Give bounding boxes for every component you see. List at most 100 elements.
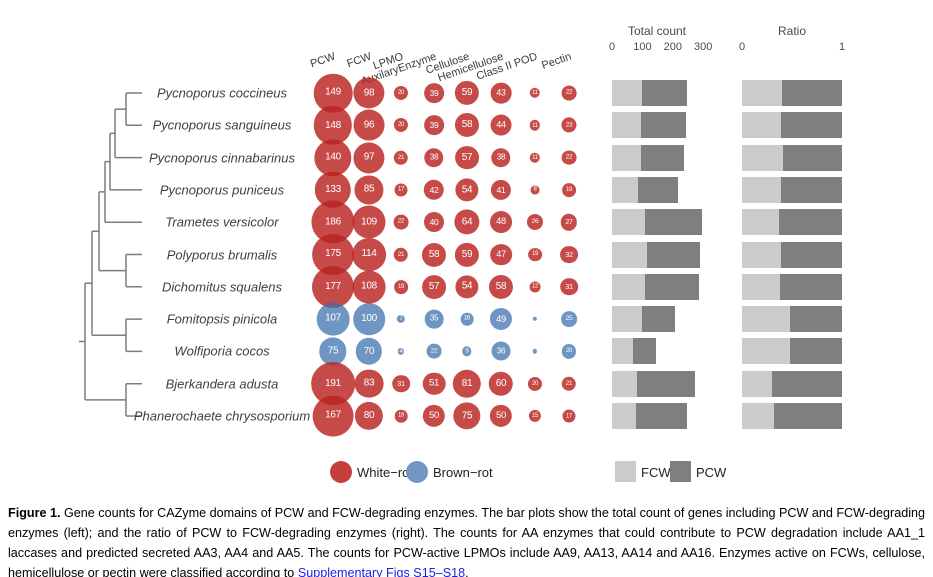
bubble-brown-rot: 75: [319, 337, 347, 366]
fcw-bar-segment: [612, 306, 643, 333]
species-label: Pycnoporus sanguineus: [152, 117, 292, 133]
bubble-white-rot: 40: [424, 212, 444, 233]
bubble-white-rot: 31: [560, 278, 578, 296]
pcw-bar-segment: [645, 209, 702, 236]
bubble-white-rot: 17: [562, 409, 576, 423]
fcw-bar-segment: [612, 273, 645, 300]
bubble-brown-rot: 4: [397, 348, 405, 355]
fcw-bar-segment: [612, 403, 637, 429]
bubble-white-rot: 20: [393, 118, 409, 133]
fcw-ratio-segment: [742, 338, 791, 365]
bubble-white-rot: 41: [490, 179, 512, 200]
ratio-bar: [742, 112, 842, 139]
bubble-brown-rot: 36: [491, 341, 511, 361]
total-count-bar: [612, 241, 700, 268]
pcw-bar-segment: [641, 112, 687, 139]
pcw-ratio-segment: [778, 209, 842, 236]
pcw-ratio-segment: [772, 370, 842, 397]
bubble-white-rot: 26: [526, 214, 544, 231]
fcw-ratio-segment: [742, 273, 780, 300]
white-rot-legend-label: White−rot: [357, 465, 413, 480]
bubble-white-rot: 20: [527, 376, 543, 391]
bubble-brown-rot: 16: [460, 312, 474, 326]
species-label: Pycnoporus coccineus: [156, 85, 288, 101]
bubble-brown-rot: 20: [561, 344, 577, 359]
species-label: Dichomitus squalens: [162, 279, 282, 295]
bubble-white-rot: 148: [313, 106, 353, 145]
pcw-legend-label: PCW: [696, 465, 727, 480]
caption-label: Figure 1.: [8, 506, 61, 520]
bubble-white-rot: 23: [561, 117, 577, 133]
fcw-bar-segment: [612, 176, 638, 203]
fcw-bar-segment: [612, 209, 646, 236]
bubble-white-rot: 58: [454, 113, 480, 138]
bubble-white-rot: 38: [491, 147, 511, 168]
pcw-bar-segment: [644, 273, 699, 300]
bubble-white-rot: 15: [528, 409, 542, 423]
pcw-ratio-segment: [790, 306, 842, 333]
axis-tick: 0: [738, 41, 746, 53]
bubble-white-rot: 43: [490, 82, 512, 104]
ratio-bar: [742, 403, 842, 429]
species-label: Fomitopsis pinicola: [166, 311, 278, 327]
caption-body: Gene counts for CAZyme domains of PCW an…: [8, 506, 926, 577]
ratio-bar: [742, 209, 842, 236]
pcw-ratio-segment: [774, 403, 842, 429]
bubble-brown-rot: 49: [489, 308, 513, 331]
ratio-bar: [742, 176, 842, 203]
total-count-title: Total count: [627, 24, 687, 38]
bubble-white-rot: 42: [423, 179, 445, 201]
caption-link[interactable]: Supplementary Figs S15–S18: [297, 566, 466, 577]
ratio-bar: [742, 273, 842, 300]
bubble-white-rot: 48: [490, 211, 512, 234]
ratio-bar: [742, 144, 842, 171]
axis-tick: 200: [663, 41, 682, 53]
bubble-white-rot: 97: [353, 142, 385, 174]
axis-tick: 100: [633, 41, 652, 53]
bubble-white-rot: 19: [562, 183, 576, 197]
total-count-bar: [612, 338, 657, 365]
fcw-bar-segment: [612, 80, 642, 106]
bubble-white-rot: 20: [393, 85, 409, 101]
bubble-white-rot: 149: [313, 73, 353, 113]
pcw-ratio-segment: [781, 241, 842, 268]
pcw-bar-segment: [646, 241, 700, 268]
bubble-white-rot: 38: [424, 147, 444, 168]
bubble-white-rot: 58: [488, 274, 514, 299]
bubble-brown-rot: [532, 316, 538, 322]
total-count-bar: [612, 403, 688, 429]
species-label: Bjerkandera adusta: [165, 376, 279, 392]
ratio-bar: [742, 80, 842, 106]
bubble-white-rot: 11: [529, 152, 541, 163]
axis-tick: 1: [838, 41, 846, 53]
pcw-bar-segment: [642, 306, 675, 333]
bubble-white-rot: 114: [352, 237, 386, 272]
bubble-white-rot: 50: [489, 404, 513, 428]
fcw-bar-segment: [612, 370, 638, 397]
pcw-ratio-segment: [781, 80, 842, 106]
bubble-white-rot: 109: [352, 205, 386, 239]
bubble-white-rot: 64: [454, 209, 480, 235]
bubble-white-rot: 21: [393, 150, 409, 165]
bubble-white-rot: 51: [422, 372, 446, 395]
bubble-white-rot: 177: [311, 265, 355, 308]
ratio-bar: [742, 370, 842, 397]
bubble-white-rot: 32: [560, 245, 578, 264]
pcw-ratio-segment: [780, 176, 842, 203]
bubble-brown-rot: 107: [316, 302, 350, 336]
species-label: Phanerochaete chrysosporium: [133, 408, 311, 424]
ratio-title: Ratio: [777, 24, 807, 38]
bubble-white-rot: 21: [393, 247, 409, 262]
species-label: Pycnoporus cinnabarinus: [149, 150, 295, 166]
pcw-ratio-segment: [781, 112, 842, 139]
bubble-white-rot: 98: [353, 77, 385, 109]
pcw-ratio-segment: [782, 144, 842, 171]
bubble-white-rot: 59: [454, 80, 480, 106]
column-header: FCW: [345, 50, 373, 71]
fcw-bar-segment: [612, 241, 647, 268]
bubble-white-rot: 22: [393, 214, 409, 230]
ratio-bar: [742, 338, 842, 365]
pcw-bar-segment: [636, 403, 688, 429]
total-count-bar: [612, 80, 688, 106]
